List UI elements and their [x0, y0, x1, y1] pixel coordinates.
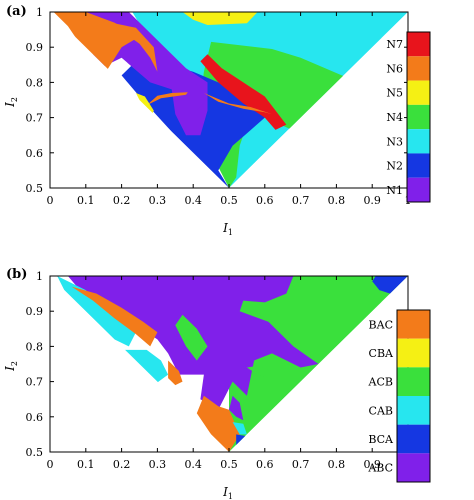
x-tick-label: 0.5	[220, 458, 238, 471]
region-cab	[121, 349, 169, 386]
legend-swatch	[397, 310, 430, 339]
y-tick-label: 0.7	[26, 376, 44, 389]
x-tick-label: 0.6	[256, 458, 274, 471]
x-tick-label: 0.1	[77, 458, 95, 471]
x-tick-label: 0.6	[256, 194, 274, 207]
legend-swatch	[397, 396, 430, 425]
region-n7	[200, 54, 287, 130]
y-tick-label: 0.8	[26, 76, 44, 89]
legend-label: N7	[386, 38, 403, 51]
legend-swatch	[407, 177, 430, 202]
y-tick-label: 0.7	[26, 112, 44, 125]
region-bac	[196, 395, 240, 452]
legend-label: N3	[386, 135, 403, 148]
x-tick-label: 0.3	[149, 194, 167, 207]
legend: BAC CBA ACB CAB BCA ABC	[367, 309, 431, 483]
region-cab	[232, 422, 247, 435]
legend-label: N6	[386, 62, 403, 75]
region-n5	[182, 12, 258, 25]
y-tick-label: 1	[36, 270, 43, 283]
legend-frame	[396, 309, 431, 483]
legend-label: BAC	[369, 318, 393, 331]
x-tick-label: 0.9	[363, 458, 381, 471]
legend-swatch	[397, 453, 430, 482]
legend-label: ACB	[368, 376, 393, 389]
x-tick-label: 0.4	[184, 194, 202, 207]
legend-swatch	[407, 153, 430, 178]
panel-label: (a)	[6, 4, 27, 19]
legend-swatch	[397, 338, 430, 368]
x-tick-label: 0.3	[149, 458, 167, 471]
x-axis-label: I1	[222, 221, 233, 237]
region-acb	[175, 314, 208, 361]
region-bac	[71, 286, 158, 347]
legend-swatch	[397, 424, 430, 454]
legend-swatch	[407, 32, 430, 57]
x-tick-label: 0.7	[292, 194, 310, 207]
x-tick-label: 0.8	[328, 194, 346, 207]
x-tick-label: 0.7	[292, 458, 310, 471]
legend-frame	[406, 31, 431, 203]
x-tick-label: 0.9	[363, 194, 381, 207]
legend-swatch	[407, 80, 430, 105]
y-tick-label: 0.9	[26, 305, 44, 318]
legend-swatch	[407, 129, 430, 154]
y-tick-label: 0.5	[26, 182, 44, 195]
legend-label: CAB	[369, 404, 393, 417]
x-tick-label: 0.4	[184, 458, 202, 471]
x-tick-label: 0	[47, 194, 54, 207]
region-acb	[246, 365, 272, 379]
region-layer	[53, 12, 408, 188]
x-tick-label: 0.8	[328, 458, 346, 471]
y-tick-label: 0.5	[26, 446, 44, 459]
region-layer	[57, 276, 408, 452]
legend-swatch	[397, 367, 430, 396]
y-tick-label: 0.6	[26, 147, 44, 160]
region-abc	[229, 395, 244, 421]
region-n6	[93, 19, 158, 72]
chart-panel-b: 0 0.1 0.2 0.3 0.4 0.5 0.6 0.7 0.8 0.9 1 0.5 0.6 0.7 0.…	[3, 267, 431, 500]
x-tick-label: 0.2	[113, 458, 131, 471]
legend-label: N5	[386, 87, 403, 100]
legend-label: CBA	[369, 347, 395, 360]
y-tick-label: 0.6	[26, 411, 44, 424]
x-axis-label: I1	[222, 485, 233, 500]
x-tick-label: 0.2	[113, 194, 131, 207]
region-n6	[146, 92, 188, 106]
panel-label: (b)	[6, 267, 27, 282]
legend: N7 N6 N5 N4 N3 N2 N1	[386, 31, 431, 203]
legend-swatch	[407, 104, 430, 130]
region-n1	[189, 82, 204, 111]
y-axis-label: I2	[3, 97, 19, 108]
legend-label: BCA	[368, 433, 394, 446]
region-n6	[203, 93, 272, 115]
x-tick-label: 0.5	[220, 194, 238, 207]
legend-label: N2	[386, 160, 403, 173]
region-bca	[372, 276, 408, 294]
y-axis-label: I2	[3, 361, 19, 372]
legend-label: N1	[386, 184, 403, 197]
legend-label: ABC	[367, 462, 393, 475]
region-bac	[168, 360, 183, 386]
region-cab	[57, 276, 136, 347]
y-tick-label: 0.9	[26, 41, 44, 54]
x-tick-label: 0	[47, 458, 54, 471]
legend-label: N4	[386, 111, 403, 124]
legend-swatch	[407, 56, 430, 81]
x-tick-label: 0.1	[77, 194, 95, 207]
y-tick-label: 1	[36, 6, 43, 19]
chart-panel-a: 0 0.1 0.2 0.3 0.4 0.5 0.6 0.7 0.8 0.9 1 0.5 0.6 0.7 0.…	[3, 4, 431, 237]
region-bca	[236, 434, 247, 445]
y-tick-label: 0.8	[26, 340, 44, 353]
